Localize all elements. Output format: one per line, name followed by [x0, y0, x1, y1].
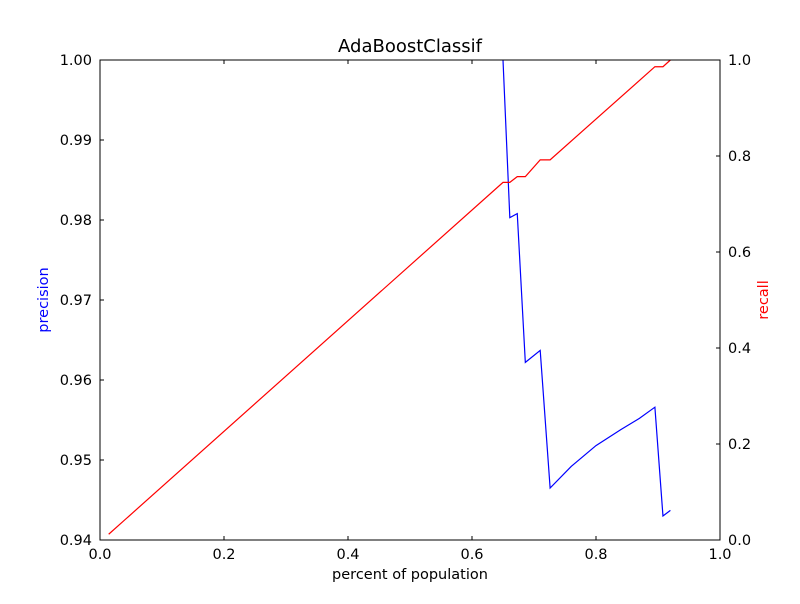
y-tick-label: 0.98 — [60, 213, 92, 229]
y-tick-label: 0.96 — [60, 373, 92, 389]
y-tick-label: 0.99 — [60, 133, 92, 149]
y2-tick-label: 1.0 — [728, 53, 751, 69]
x-tick-label: 0.8 — [584, 547, 607, 563]
y2-tick-label: 0.0 — [728, 533, 751, 549]
y2-axis-label: recall — [756, 280, 772, 319]
precision-series-line — [502, 59, 671, 518]
recall-series-line — [108, 59, 671, 535]
x-tick-label: 1.0 — [708, 547, 731, 563]
x-tick-label: 0.4 — [336, 547, 359, 563]
x-tick-label: 0.6 — [460, 547, 483, 563]
y-axis-label: precision — [36, 267, 52, 332]
y-tick-label: 0.95 — [60, 453, 92, 469]
y2-tick-label: 0.2 — [728, 437, 751, 453]
x-tick-label: 0.0 — [88, 547, 111, 563]
y-tick-label: 0.97 — [60, 293, 92, 309]
y2-tick-label: 0.8 — [728, 149, 751, 165]
plot-area — [108, 59, 671, 535]
x-tick-label: 0.2 — [212, 547, 235, 563]
chart-title: AdaBoostClassif — [338, 36, 483, 57]
y2-tick-label: 0.6 — [728, 245, 751, 261]
y2-tick-label: 0.4 — [728, 341, 751, 357]
x-axis-label: percent of population — [332, 567, 488, 583]
y-tick-label: 0.94 — [60, 533, 92, 549]
y-tick-label: 1.00 — [60, 53, 92, 69]
axes: 0.0 0.2 0.4 0.6 0.8 1.0 0.94 0.95 0.96 0.97 0.98 0.… — [60, 53, 751, 563]
